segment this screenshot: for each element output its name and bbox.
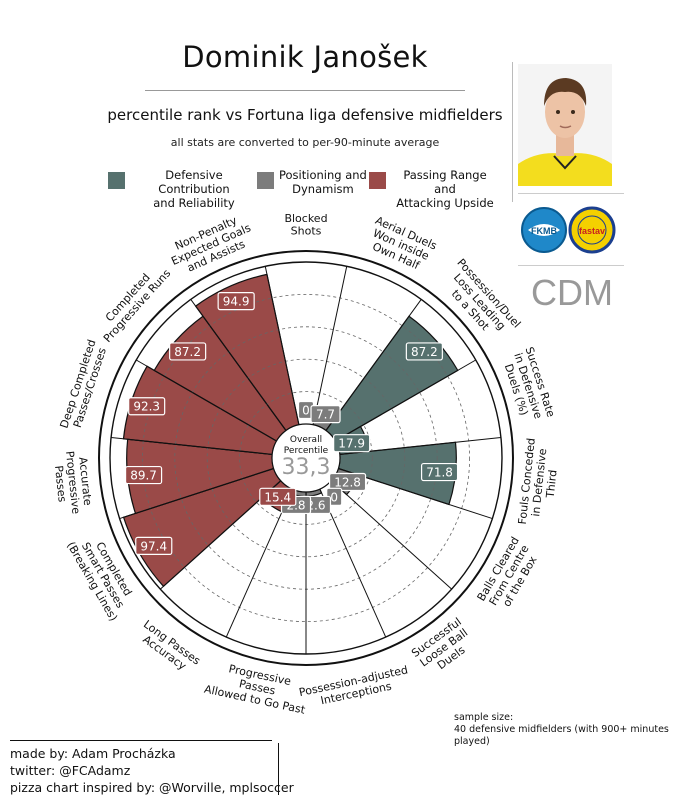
value-label: 92.3	[133, 400, 160, 414]
slice-divider	[330, 480, 452, 590]
credit-twitter: twitter: @FCAdamz	[10, 763, 131, 778]
value-badge	[128, 397, 166, 416]
legend-label: Defensive Contribution and Reliability	[153, 168, 235, 210]
value-label: 17.9	[338, 437, 365, 451]
svg-text:fastav: fastav	[579, 226, 605, 236]
credit-inspired: pizza chart inspired by: @Worville, mpls…	[10, 780, 294, 795]
subtitle: percentile rank vs Fortuna liga defensiv…	[107, 106, 503, 124]
legend-item-defensive: Defensive Contribution and Reliability	[108, 168, 258, 210]
side-divider	[512, 62, 513, 202]
value-badge	[420, 462, 459, 482]
value-label: 2.6	[306, 498, 325, 512]
legend-label: Positioning and Dynamism	[279, 168, 367, 196]
grid-ring	[141, 293, 471, 623]
category-label-line: Shots	[291, 224, 322, 237]
slice-divider	[264, 266, 300, 425]
value-badge	[328, 472, 367, 492]
divider	[518, 265, 624, 266]
club-logos: FKMB fastav	[520, 198, 620, 262]
page-title: Dominik Janošek	[182, 40, 428, 74]
value-label: 15.4	[264, 490, 291, 504]
value-label: 0	[330, 490, 338, 504]
credits-divider	[10, 740, 272, 741]
category-label-line: Blocked	[284, 212, 327, 225]
value-label: 89.7	[130, 469, 157, 483]
value-label: 87.2	[411, 345, 438, 359]
credits: made by: Adam Procházka twitter: @FCAdam…	[10, 745, 294, 796]
center-label: Overall	[290, 435, 322, 445]
legend-swatch-positioning	[257, 172, 274, 189]
category-label-line: Passes	[52, 465, 69, 503]
value-label: 71.8	[426, 466, 453, 480]
category-label-line: Accurate	[76, 456, 94, 506]
slice-divider	[335, 359, 476, 442]
outer-ring	[98, 250, 514, 666]
center-value: 33,3	[282, 455, 331, 480]
credits-vertical-divider	[278, 743, 279, 795]
value-badge	[217, 292, 255, 311]
legend-item-passing: Passing Range and Attacking Upside	[369, 168, 499, 210]
position-label: CDM	[531, 272, 613, 313]
value-label: 97.4	[140, 539, 167, 553]
value-label: 94.9	[223, 295, 250, 309]
value-label: 0	[302, 404, 310, 418]
sample-size-note: sample size: 40 defensive midfielders (w…	[454, 712, 669, 747]
slice-divider	[190, 299, 287, 431]
grid-ring	[206, 358, 406, 558]
value-badge	[135, 536, 173, 555]
value-badge	[124, 465, 163, 485]
center-label: Percentile	[284, 446, 329, 456]
value-badge	[259, 487, 297, 506]
legend-item-positioning: Positioning and Dynamism	[257, 168, 367, 202]
title-divider	[145, 90, 465, 91]
slice-divider	[325, 299, 422, 431]
value-label: 7.7	[316, 408, 335, 422]
player-photo	[518, 64, 612, 186]
credit-made-by: made by: Adam Procházka	[10, 746, 176, 761]
slice-divider	[111, 437, 273, 455]
divider	[518, 193, 624, 194]
slice-divider	[136, 359, 277, 442]
value-badge	[169, 342, 207, 361]
center-circle	[271, 423, 341, 493]
slice-divider	[312, 266, 348, 425]
slice-divider	[119, 468, 274, 520]
slice-divider	[225, 488, 293, 638]
value-label: 12.8	[334, 476, 361, 490]
fastav-zlin-logo: fastav	[568, 206, 616, 254]
legend-label: Passing Range and Attacking Upside	[396, 168, 494, 210]
stats-note: all stats are converted to per-90-minute…	[170, 136, 440, 149]
legend-swatch-defensive	[108, 172, 125, 189]
legend-swatch-passing	[369, 172, 386, 189]
slice-divider	[319, 488, 387, 638]
value-badge	[333, 434, 371, 453]
category-label-line: Third	[544, 469, 560, 499]
value-badge	[405, 342, 443, 361]
fkmb-logo: FKMB	[521, 207, 567, 253]
value-label: 87.2	[174, 345, 201, 359]
svg-text:FKMB: FKMB	[531, 226, 557, 236]
value-badge	[310, 405, 341, 424]
